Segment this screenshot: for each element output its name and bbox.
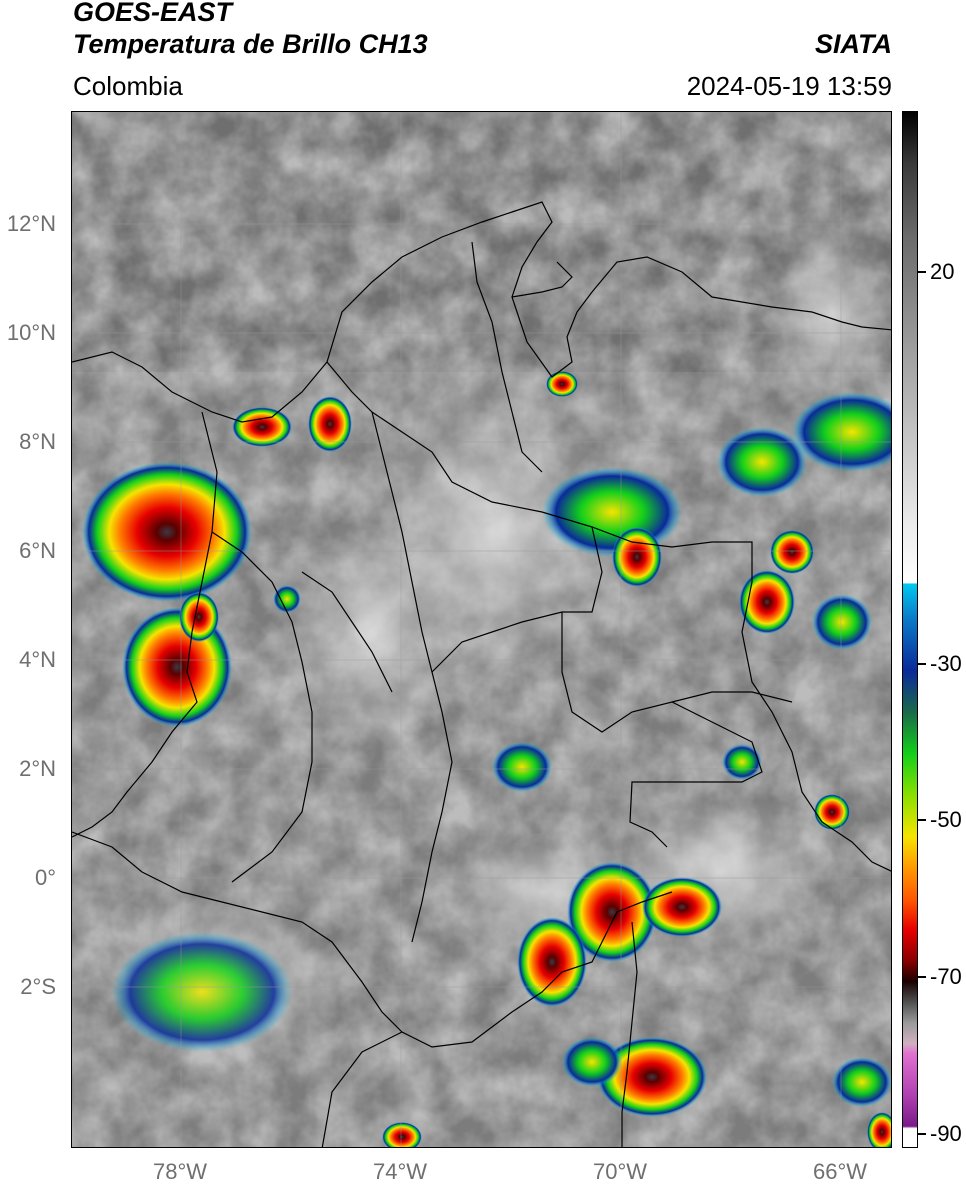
lat-label-12n: 12°N (6, 211, 56, 236)
colorbar-label-m50: -50 (930, 807, 962, 832)
colorbar-label-20: 20 (930, 259, 955, 284)
lon-label-66w: 66°W (812, 1159, 868, 1184)
lat-label-2n: 2°N (19, 756, 56, 781)
timestamp-label: 2024-05-19 13:59 (686, 71, 892, 101)
lon-label-74w: 74°W (372, 1159, 428, 1184)
colorbar-label-m30: -30 (930, 651, 962, 676)
colorbar-tick-m90 (918, 1133, 926, 1135)
lat-label-8n: 8°N (19, 429, 56, 454)
lat-label-2s: 2°S (20, 974, 56, 999)
colorbar-tick-m50 (918, 819, 926, 821)
colorbar-label-m70: -70 (930, 964, 962, 989)
lat-label-10n: 10°N (6, 320, 56, 345)
product-title: Temperatura de Brillo CH13 (73, 29, 428, 59)
lon-label-78w: 78°W (152, 1159, 208, 1184)
coastlines-borders (72, 201, 891, 1147)
colorbar-tick-m30 (918, 663, 926, 665)
lat-label-6n: 6°N (19, 538, 56, 563)
lat-label-4n: 4°N (19, 647, 56, 672)
region-label: Colombia (73, 71, 183, 101)
colorbar (902, 111, 918, 1148)
colorbar-tick-20 (918, 271, 926, 273)
graticule (72, 112, 891, 1147)
satellite-map[interactable] (71, 111, 892, 1148)
colorbar-label-m90: -90 (930, 1121, 962, 1146)
lat-label-0: 0° (34, 865, 56, 890)
satellite-title: GOES-EAST (73, 0, 233, 27)
brand-label: SIATA (815, 29, 892, 59)
map-image (72, 112, 891, 1147)
colorbar-tick-m70 (918, 976, 926, 978)
lon-label-70w: 70°W (592, 1159, 648, 1184)
convective-cells (82, 371, 891, 1147)
